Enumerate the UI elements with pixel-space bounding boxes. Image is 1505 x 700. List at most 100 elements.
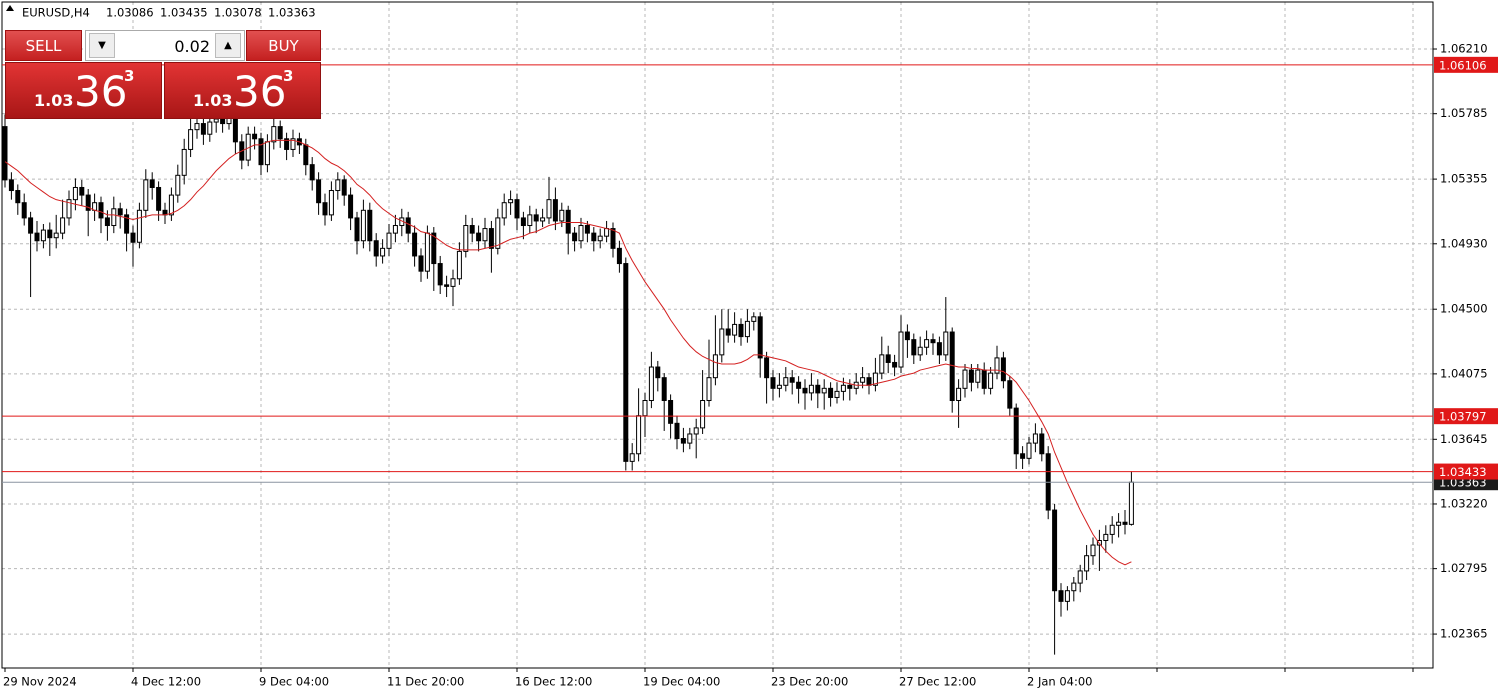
candle-body <box>469 225 475 234</box>
candle-body <box>706 377 712 402</box>
candle-body <box>604 228 610 237</box>
candle-body <box>776 384 782 389</box>
candle-body <box>47 229 53 239</box>
candle-body <box>732 323 738 336</box>
candle-body <box>962 369 968 389</box>
candle-body <box>386 232 392 249</box>
ask-pips: 36 <box>233 67 287 116</box>
candle-body <box>1020 453 1026 459</box>
candle-body <box>834 390 840 398</box>
candle-body <box>757 316 763 359</box>
candle-body <box>149 179 155 188</box>
candle-body <box>1026 442 1032 459</box>
bid-price[interactable]: 1.03 36 3 <box>5 62 162 119</box>
candle-body <box>744 320 750 338</box>
candle-body <box>200 123 206 135</box>
lot-increase[interactable]: ▲ <box>215 33 241 58</box>
price-line-label-box <box>1434 463 1498 480</box>
price-line-label: 1.06106 <box>1439 58 1487 72</box>
buy-button[interactable]: BUY <box>246 30 321 61</box>
x-tick-label: 4 Dec 12:00 <box>131 675 201 689</box>
moving-average <box>4 139 1132 566</box>
candle-body <box>879 354 885 374</box>
candle-body <box>584 225 590 234</box>
collapse-icon[interactable] <box>6 5 14 11</box>
ask-point: 3 <box>283 67 294 85</box>
candle-body <box>802 387 808 394</box>
candle-body <box>380 247 386 257</box>
y-tick-label: 1.04930 <box>1440 236 1488 250</box>
candle-body <box>860 377 866 383</box>
candle-body <box>354 217 360 242</box>
candle-body <box>904 331 910 341</box>
candle-body <box>840 384 846 392</box>
candle-body <box>143 179 149 211</box>
candle-body <box>220 118 226 125</box>
candle-body <box>1013 407 1019 455</box>
candle-body <box>188 129 194 150</box>
candle-body <box>463 225 469 252</box>
symbol-label: EURUSD,H4 <box>22 6 90 20</box>
lot-control: ▼ 0.02 ▲ <box>85 30 245 61</box>
candle-body <box>207 121 213 135</box>
y-tick-label: 1.03220 <box>1440 496 1488 510</box>
candle-body <box>559 209 565 222</box>
candle-body <box>917 346 923 356</box>
candle-body <box>1032 433 1038 444</box>
candle-body <box>2 126 8 181</box>
price-line-label-box <box>1434 408 1498 425</box>
candle-body <box>514 199 520 219</box>
candle-body <box>482 228 488 242</box>
candle-body <box>328 190 334 216</box>
candle-body <box>808 384 814 394</box>
candle-body <box>1090 544 1096 557</box>
candle-body <box>79 186 85 196</box>
candle-body <box>789 377 795 383</box>
price-line-label-box <box>1434 56 1498 73</box>
candle-body <box>1103 533 1109 541</box>
candle-body <box>898 331 904 368</box>
x-tick-label: 16 Dec 12:00 <box>515 675 592 689</box>
candle-body <box>520 217 526 227</box>
candle-body <box>828 387 834 398</box>
one-click-trading: SELL ▼ 0.02 ▲ BUY 1.03 36 3 1.03 36 3 <box>5 30 321 119</box>
candle-body <box>1128 481 1134 525</box>
candle-body <box>450 278 456 287</box>
sell-button[interactable]: SELL <box>5 30 82 61</box>
candle-body <box>85 194 91 211</box>
candle-body <box>540 217 546 222</box>
ask-price[interactable]: 1.03 36 3 <box>164 62 321 119</box>
x-tick-label: 11 Dec 20:00 <box>387 675 464 689</box>
candle-body <box>936 342 942 356</box>
candle-body <box>648 366 654 402</box>
candle-body <box>796 381 802 389</box>
candle-body <box>1064 590 1070 602</box>
candle-body <box>591 232 597 242</box>
candle-body <box>431 232 437 265</box>
y-tick-label: 1.02365 <box>1440 627 1488 641</box>
candle-body <box>488 228 494 249</box>
candle-body <box>655 366 661 379</box>
candle-body <box>264 141 270 166</box>
candle-body <box>175 174 181 196</box>
lot-decrease[interactable]: ▼ <box>89 33 115 58</box>
candle-body <box>405 217 411 234</box>
candle-body <box>1122 521 1128 525</box>
candle-body <box>98 202 104 219</box>
candle-body <box>309 164 315 181</box>
y-tick-label: 1.06210 <box>1440 42 1488 56</box>
candle-body <box>770 377 776 389</box>
candle-body <box>1116 521 1122 526</box>
candle-body <box>764 357 770 379</box>
candle-body <box>117 208 123 216</box>
candle-body <box>360 209 366 242</box>
candle-body <box>194 123 200 131</box>
candle-body <box>693 427 699 435</box>
candle-body <box>872 372 878 386</box>
candle-body <box>956 387 962 402</box>
x-tick-label: 2 Jan 04:00 <box>1027 675 1093 689</box>
price-line-label: 1.03797 <box>1439 410 1487 424</box>
lot-value[interactable]: 0.02 <box>174 37 210 56</box>
candle-body <box>623 263 629 462</box>
